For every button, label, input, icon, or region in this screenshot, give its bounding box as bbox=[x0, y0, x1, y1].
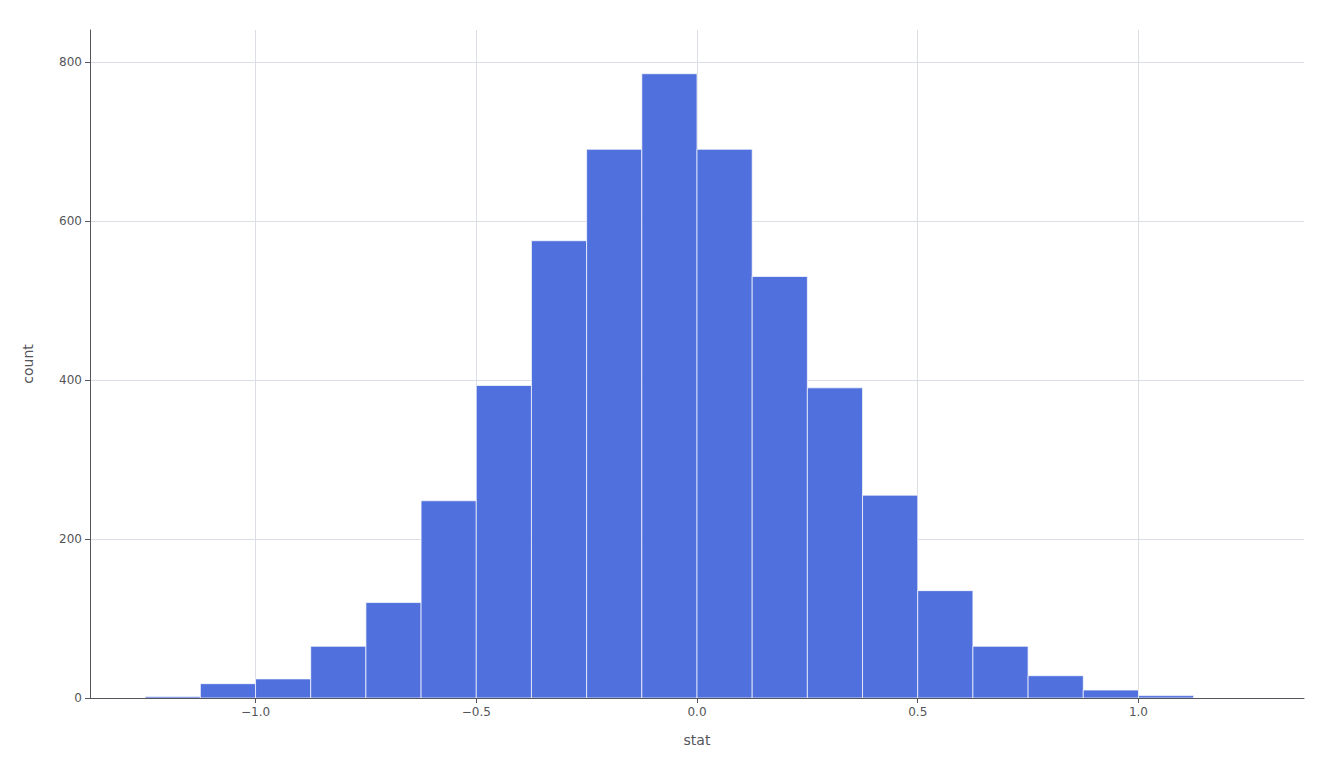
svg-text:−0.5: −0.5 bbox=[462, 705, 491, 719]
svg-text:0.5: 0.5 bbox=[908, 705, 927, 719]
svg-text:800: 800 bbox=[59, 55, 82, 69]
svg-text:stat: stat bbox=[684, 732, 711, 748]
svg-text:−1.0: −1.0 bbox=[241, 705, 270, 719]
svg-text:0: 0 bbox=[74, 691, 82, 705]
svg-text:0.0: 0.0 bbox=[687, 705, 706, 719]
svg-text:400: 400 bbox=[59, 373, 82, 387]
svg-text:200: 200 bbox=[59, 532, 82, 546]
svg-text:count: count bbox=[20, 344, 36, 384]
svg-text:1.0: 1.0 bbox=[1129, 705, 1148, 719]
svg-text:600: 600 bbox=[59, 214, 82, 228]
